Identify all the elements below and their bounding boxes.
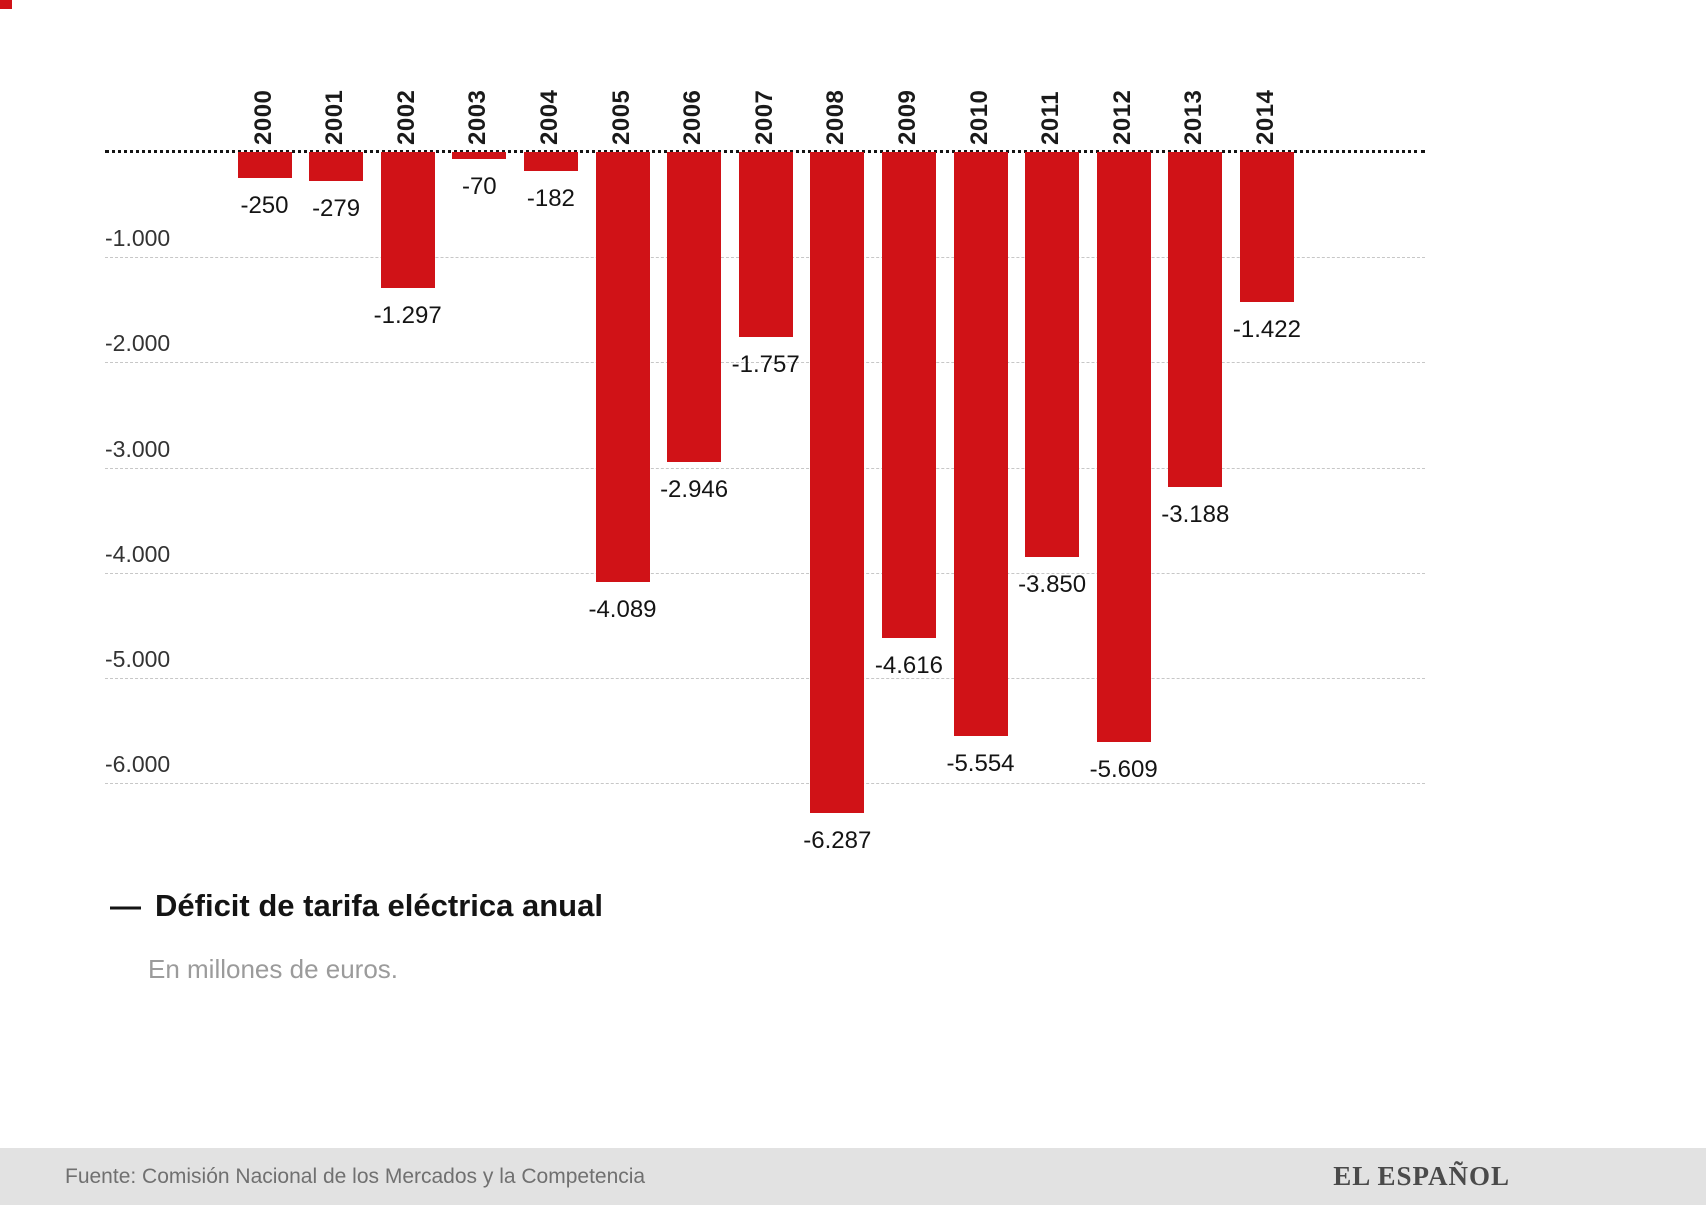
chart-subtitle: En millones de euros. — [148, 954, 399, 984]
bar-2009 — [881, 152, 936, 638]
legend-title-row: — Déficit de tarifa eléctrica anual — [110, 888, 603, 924]
x-axis-label-2011: 2011 — [1037, 90, 1065, 145]
gridline — [105, 467, 1425, 469]
bar-value-label: -5.609 — [1089, 756, 1158, 784]
bar-2005 — [595, 152, 650, 583]
bar-value-label: -5.554 — [946, 750, 1015, 778]
bar-value-label: -279 — [312, 195, 361, 223]
y-axis-tick-label: -3.000 — [105, 435, 171, 462]
bar-value-label: -250 — [240, 192, 289, 220]
bar-2001 — [309, 152, 364, 182]
zero-axis-line — [105, 150, 1425, 153]
x-axis-label-2009: 2009 — [893, 89, 921, 145]
gridline — [105, 362, 1425, 364]
bar-value-label: -4.089 — [588, 596, 657, 624]
bar-2007 — [738, 152, 793, 337]
x-axis-label-2004: 2004 — [535, 89, 563, 145]
gridline — [105, 572, 1425, 574]
y-axis-tick-label: -4.000 — [105, 540, 171, 567]
legend-marker: — — [110, 888, 141, 923]
chart-legend: — Déficit de tarifa eléctrica anual En mi… — [110, 888, 603, 985]
bar-value-label: -182 — [526, 185, 575, 213]
corner-red-mark — [0, 0, 12, 9]
bar-2004 — [523, 152, 578, 172]
bar-value-label: -4.616 — [874, 651, 943, 679]
x-axis-label-2012: 2012 — [1108, 89, 1136, 145]
bar-value-label: -6.287 — [803, 827, 872, 855]
bar-2000 — [237, 152, 292, 179]
bar-2010 — [953, 152, 1008, 737]
bar-2014 — [1239, 152, 1294, 302]
source-text: Fuente: Comisión Nacional de los Mercado… — [65, 1164, 646, 1188]
y-axis-tick-label: -1.000 — [105, 225, 171, 252]
bar-value-label: -70 — [461, 173, 497, 201]
bar-chart: -1.000 -2.000 -3.000 -4.000 -5.000 -6.000 2000… — [105, 89, 1425, 855]
bar-value-label: -1.422 — [1232, 315, 1301, 343]
bar-2013 — [1168, 152, 1223, 488]
x-axis-label-2005: 2005 — [607, 89, 635, 145]
bar-value-label: -1.757 — [731, 350, 800, 378]
x-axis-label-2010: 2010 — [965, 89, 993, 145]
x-axis-label-2002: 2002 — [392, 89, 420, 145]
y-axis-tick-label: -6.000 — [105, 751, 171, 778]
gridline — [105, 783, 1425, 785]
y-axis-tick-label: -5.000 — [105, 646, 171, 672]
bar-value-label: -3.850 — [1018, 571, 1087, 599]
x-axis-label-2013: 2013 — [1180, 89, 1208, 145]
x-axis-label-2008: 2008 — [822, 89, 850, 145]
bar-2003 — [452, 152, 507, 160]
y-axis-tick-label: -2.000 — [105, 330, 171, 357]
chart-title: Déficit de tarifa eléctrica anual — [155, 888, 603, 923]
bar-2012 — [1096, 152, 1151, 743]
brand-logo: EL ESPAÑOL — [1333, 1161, 1510, 1191]
x-axis-label-2007: 2007 — [750, 89, 778, 145]
x-axis-label-2006: 2006 — [679, 89, 707, 145]
gridline — [105, 678, 1425, 679]
bar-value-label: -3.188 — [1161, 501, 1230, 529]
bar-value-label: -2.946 — [660, 475, 729, 503]
bar-2002 — [380, 152, 435, 289]
x-axis-label-2001: 2001 — [321, 89, 349, 145]
bar-2008 — [810, 152, 865, 814]
x-axis-label-2000: 2000 — [249, 89, 277, 145]
footer-bar: Fuente: Comisión Nacional de los Mercado… — [0, 1148, 1706, 1205]
bar-value-label: -1.297 — [373, 302, 442, 330]
bar-2006 — [667, 152, 722, 462]
x-axis-label-2014: 2014 — [1251, 89, 1279, 145]
x-axis-label-2003: 2003 — [464, 89, 492, 145]
bar-2011 — [1025, 152, 1080, 558]
